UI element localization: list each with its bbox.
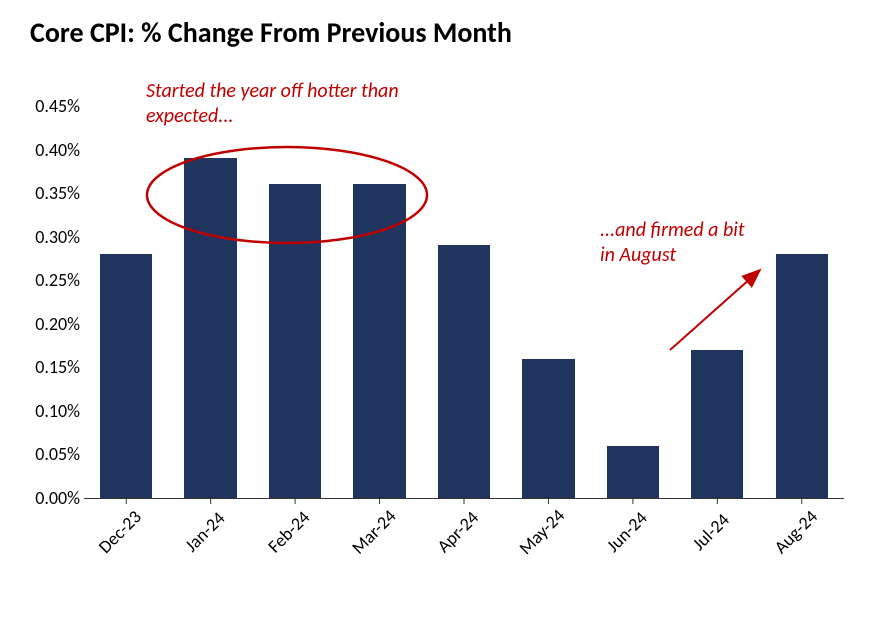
bar [522, 359, 574, 498]
annotation-firmed: ...and firmed a bitin August [600, 218, 745, 268]
x-tick-label: Feb-24 [263, 506, 314, 557]
y-tick-label: 0.25% [10, 269, 80, 291]
bar [607, 446, 659, 498]
x-tick-label: Dec-23 [94, 506, 146, 558]
x-tick-label: Jun-24 [602, 507, 652, 557]
y-tick-label: 0.05% [10, 443, 80, 465]
y-tick-label: 0.15% [10, 356, 80, 378]
bar [269, 184, 321, 498]
y-tick-label: 0.40% [10, 139, 80, 161]
bar [353, 184, 405, 498]
x-tick-label: Jul-24 [688, 509, 734, 555]
y-tick-label: 0.20% [10, 313, 80, 335]
bar [438, 245, 490, 498]
x-tick-label: Mar-24 [347, 505, 400, 558]
bar [184, 158, 236, 498]
chart-title: Core CPI: % Change From Previous Month [30, 15, 512, 50]
plot-area [84, 106, 844, 499]
y-tick-label: 0.45% [10, 95, 80, 117]
y-tick-label: 0.30% [10, 226, 80, 248]
y-tick-label: 0.10% [10, 400, 80, 422]
y-tick-label: 0.00% [10, 487, 80, 509]
annotation-hotter: Started the year off hotter thanexpected… [146, 79, 399, 129]
bar [691, 350, 743, 498]
x-tick-label: May-24 [515, 504, 570, 559]
x-tick-label: Aug-24 [769, 506, 821, 558]
bar [100, 254, 152, 498]
cpi-chart: Core CPI: % Change From Previous Month 0… [0, 0, 872, 622]
x-tick-label: Apr-24 [433, 507, 483, 557]
x-tick-label: Jan-24 [180, 507, 229, 556]
y-tick-label: 0.35% [10, 182, 80, 204]
bar [776, 254, 828, 498]
